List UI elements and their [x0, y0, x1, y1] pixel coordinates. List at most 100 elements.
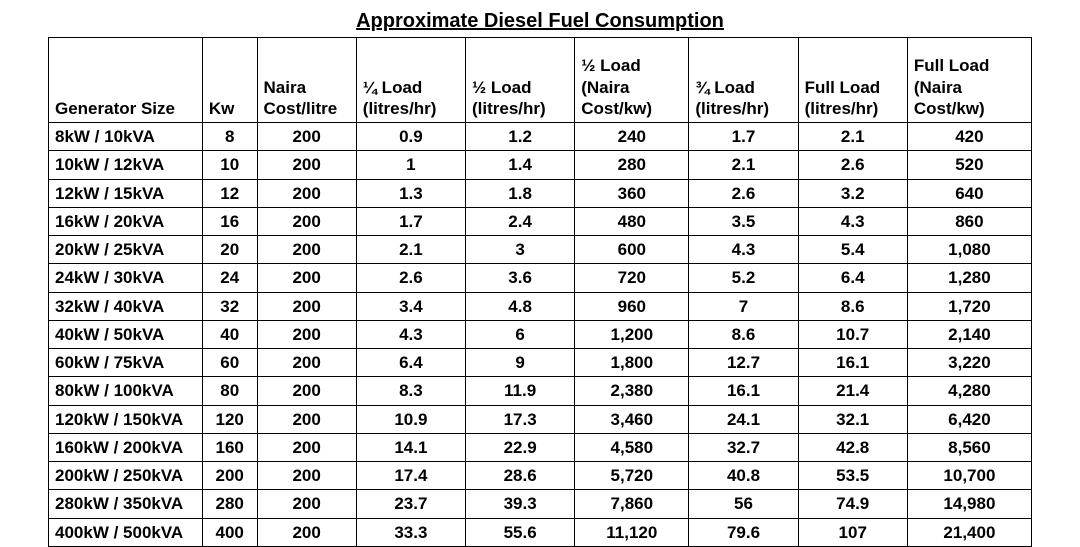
- table-cell: 1: [356, 151, 465, 179]
- table-cell: 12kW / 15kVA: [49, 179, 203, 207]
- table-cell: 600: [575, 236, 689, 264]
- table-cell: 80kW / 100kVA: [49, 377, 203, 405]
- table-cell: 16: [202, 207, 257, 235]
- table-cell: 4,580: [575, 433, 689, 461]
- table-cell: 720: [575, 264, 689, 292]
- table-cell: 2.1: [798, 123, 907, 151]
- table-cell: 200: [257, 264, 356, 292]
- table-cell: 200: [257, 433, 356, 461]
- table-cell: 200kW / 250kVA: [49, 462, 203, 490]
- table-cell: 200: [257, 179, 356, 207]
- fuel-consumption-table: Generator Size Kw Naira Cost/litre ¼ Loa…: [48, 37, 1032, 547]
- table-cell: 10kW / 12kVA: [49, 151, 203, 179]
- table-row: 20kW / 25kVA202002.136004.35.41,080: [49, 236, 1032, 264]
- table-cell: 8,560: [907, 433, 1031, 461]
- table-cell: 3,220: [907, 349, 1031, 377]
- table-cell: 16.1: [798, 349, 907, 377]
- table-cell: 2.1: [689, 151, 798, 179]
- table-cell: 1,280: [907, 264, 1031, 292]
- table-row: 32kW / 40kVA322003.44.896078.61,720: [49, 292, 1032, 320]
- table-cell: 400kW / 500kVA: [49, 518, 203, 546]
- table-row: 200kW / 250kVA20020017.428.65,72040.853.…: [49, 462, 1032, 490]
- table-header-row: Generator Size Kw Naira Cost/litre ¼ Loa…: [49, 38, 1032, 123]
- table-cell: 9: [466, 349, 575, 377]
- table-row: 40kW / 50kVA402004.361,2008.610.72,140: [49, 320, 1032, 348]
- table-cell: 240: [575, 123, 689, 151]
- col-header: Generator Size: [49, 38, 203, 123]
- table-cell: 12: [202, 179, 257, 207]
- table-cell: 8.6: [689, 320, 798, 348]
- table-cell: 5.4: [798, 236, 907, 264]
- table-cell: 640: [907, 179, 1031, 207]
- table-cell: 360: [575, 179, 689, 207]
- table-cell: 5.2: [689, 264, 798, 292]
- table-cell: 1.8: [466, 179, 575, 207]
- table-cell: 42.8: [798, 433, 907, 461]
- table-cell: 40.8: [689, 462, 798, 490]
- table-cell: 3: [466, 236, 575, 264]
- table-cell: 1.7: [689, 123, 798, 151]
- table-cell: 11.9: [466, 377, 575, 405]
- table-cell: 2.4: [466, 207, 575, 235]
- table-row: 400kW / 500kVA40020033.355.611,12079.610…: [49, 518, 1032, 546]
- table-cell: 20: [202, 236, 257, 264]
- table-cell: 8.6: [798, 292, 907, 320]
- table-cell: 17.3: [466, 405, 575, 433]
- table-cell: 200: [202, 462, 257, 490]
- table-cell: 1.3: [356, 179, 465, 207]
- table-cell: 7,860: [575, 490, 689, 518]
- table-cell: 10.9: [356, 405, 465, 433]
- table-cell: 80: [202, 377, 257, 405]
- table-cell: 11,120: [575, 518, 689, 546]
- table-cell: 74.9: [798, 490, 907, 518]
- table-cell: 10.7: [798, 320, 907, 348]
- table-cell: 14,980: [907, 490, 1031, 518]
- table-row: 80kW / 100kVA802008.311.92,38016.121.44,…: [49, 377, 1032, 405]
- table-cell: 200: [257, 518, 356, 546]
- table-cell: 33.3: [356, 518, 465, 546]
- table-cell: 1.4: [466, 151, 575, 179]
- table-cell: 55.6: [466, 518, 575, 546]
- table-cell: 200: [257, 292, 356, 320]
- table-cell: 280: [202, 490, 257, 518]
- table-cell: 32: [202, 292, 257, 320]
- table-cell: 6,420: [907, 405, 1031, 433]
- table-cell: 8kW / 10kVA: [49, 123, 203, 151]
- table-row: 12kW / 15kVA122001.31.83602.63.2640: [49, 179, 1032, 207]
- page-title: Approximate Diesel Fuel Consumption: [48, 10, 1032, 33]
- table-cell: 120kW / 150kVA: [49, 405, 203, 433]
- col-header: ¼ Load (litres/hr): [356, 38, 465, 123]
- table-cell: 22.9: [466, 433, 575, 461]
- table-cell: 200: [257, 320, 356, 348]
- table-cell: 280: [575, 151, 689, 179]
- table-cell: 7: [689, 292, 798, 320]
- table-cell: 3.5: [689, 207, 798, 235]
- table-cell: 4,280: [907, 377, 1031, 405]
- table-cell: 56: [689, 490, 798, 518]
- table-cell: 200: [257, 207, 356, 235]
- table-cell: 120: [202, 405, 257, 433]
- table-row: 60kW / 75kVA602006.491,80012.716.13,220: [49, 349, 1032, 377]
- table-cell: 1,800: [575, 349, 689, 377]
- table-cell: 1.7: [356, 207, 465, 235]
- table-cell: 24.1: [689, 405, 798, 433]
- table-row: 160kW / 200kVA16020014.122.94,58032.742.…: [49, 433, 1032, 461]
- table-cell: 12.7: [689, 349, 798, 377]
- table-row: 8kW / 10kVA82000.91.22401.72.1420: [49, 123, 1032, 151]
- table-cell: 4.8: [466, 292, 575, 320]
- table-cell: 200: [257, 405, 356, 433]
- table-cell: 23.7: [356, 490, 465, 518]
- col-header: Full Load (litres/hr): [798, 38, 907, 123]
- col-header: Naira Cost/litre: [257, 38, 356, 123]
- table-cell: 8.3: [356, 377, 465, 405]
- col-header: ¾ Load (litres/hr): [689, 38, 798, 123]
- table-cell: 160: [202, 433, 257, 461]
- table-cell: 4.3: [689, 236, 798, 264]
- table-cell: 39.3: [466, 490, 575, 518]
- table-cell: 53.5: [798, 462, 907, 490]
- table-cell: 28.6: [466, 462, 575, 490]
- table-cell: 200: [257, 123, 356, 151]
- table-cell: 3,460: [575, 405, 689, 433]
- table-cell: 960: [575, 292, 689, 320]
- table-cell: 520: [907, 151, 1031, 179]
